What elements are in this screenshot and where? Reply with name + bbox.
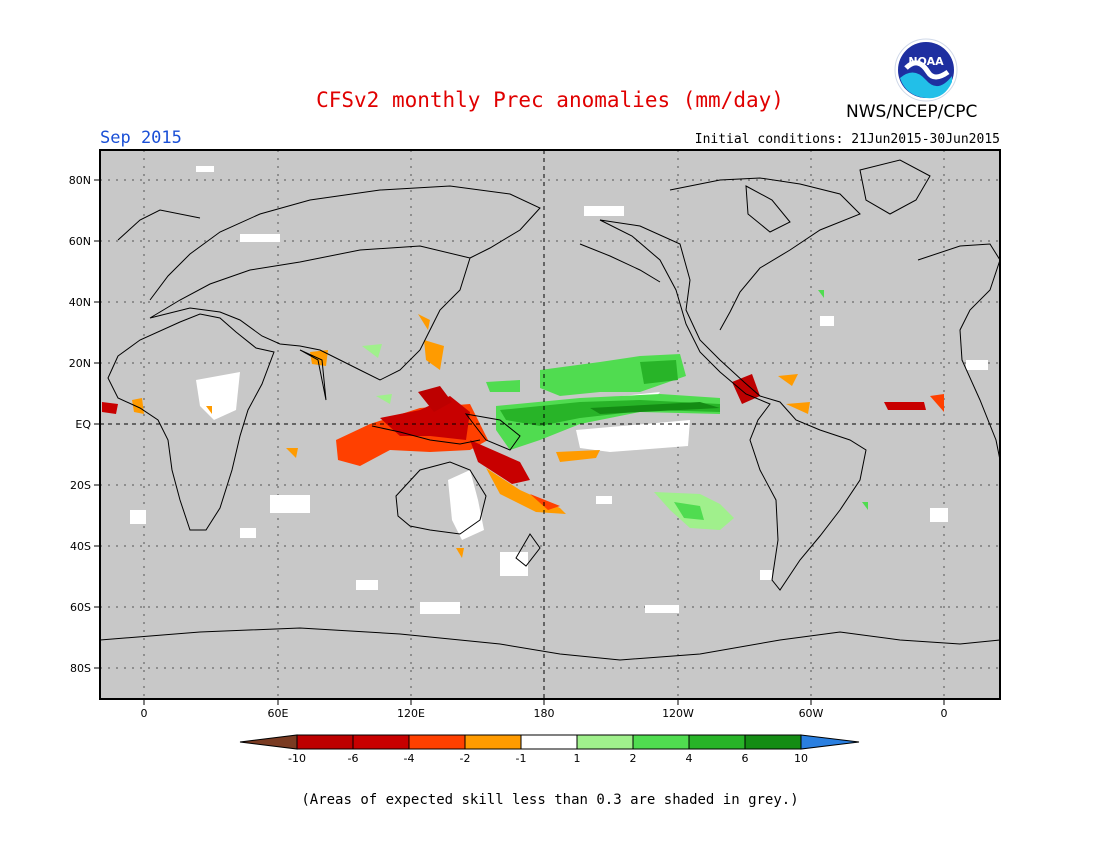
lat-label: 40S [70, 540, 91, 553]
legend-label: 10 [794, 752, 808, 765]
logo-text: NOAA [908, 55, 944, 68]
lon-labels: 0 60E 120E 180 120W 60W 0 [141, 707, 948, 720]
legend-label: -1 [516, 752, 527, 765]
legend-label: -4 [404, 752, 415, 765]
legend-label: -2 [460, 752, 471, 765]
lat-label: 20N [69, 357, 91, 370]
legend-swatch [464, 734, 522, 750]
legend-arrow-low [239, 734, 298, 750]
lat-label: 20S [70, 479, 91, 492]
legend-swatch [688, 734, 746, 750]
lon-label: 180 [534, 707, 555, 720]
legend-arrow-high [800, 734, 860, 750]
footnote: (Areas of expected skill less than 0.3 a… [301, 792, 799, 808]
lon-ticks [143, 699, 945, 705]
lon-label: 0 [141, 707, 148, 720]
legend-swatch [744, 734, 802, 750]
legend-swatch [296, 734, 354, 750]
lat-label: 80N [69, 174, 91, 187]
positive-anomalies [362, 290, 868, 530]
lat-ticks [94, 179, 100, 669]
legend-label: 6 [742, 752, 749, 765]
lat-label: 60S [70, 601, 91, 614]
map-title: CFSv2 monthly Prec anomalies (mm/day) [316, 88, 784, 112]
lat-label: 40N [69, 296, 91, 309]
legend-label: 1 [574, 752, 581, 765]
agency-label: NWS/NCEP/CPC [846, 102, 978, 122]
lat-labels: 80N 60N 40N 20N EQ 20S 40S 60S 80S [69, 174, 92, 675]
initial-conditions: Initial conditions: 21Jun2015-30Jun2015 [694, 132, 1000, 147]
lon-label: 120W [662, 707, 694, 720]
legend-label: -6 [348, 752, 359, 765]
legend-swatch [576, 734, 634, 750]
lon-label: 120E [397, 707, 425, 720]
lon-label: 60E [268, 707, 289, 720]
legend-label: 4 [686, 752, 693, 765]
lat-label: 80S [70, 662, 91, 675]
noaa-logo: NOAA [894, 38, 958, 102]
legend-label: 2 [630, 752, 637, 765]
legend-swatch [520, 734, 578, 750]
lon-label: 60W [799, 707, 824, 720]
legend-swatch [352, 734, 410, 750]
lat-label: 60N [69, 235, 91, 248]
legend-swatch [632, 734, 690, 750]
forecast-month: Sep 2015 [100, 128, 182, 148]
legend-swatch [408, 734, 466, 750]
lon-label: 0 [941, 707, 948, 720]
legend-label: -10 [288, 752, 306, 765]
color-legend: -10 -6 -4 -2 -1 1 2 4 6 10 [239, 734, 860, 765]
coastlines [99, 159, 1001, 661]
lat-label: EQ [75, 418, 91, 431]
